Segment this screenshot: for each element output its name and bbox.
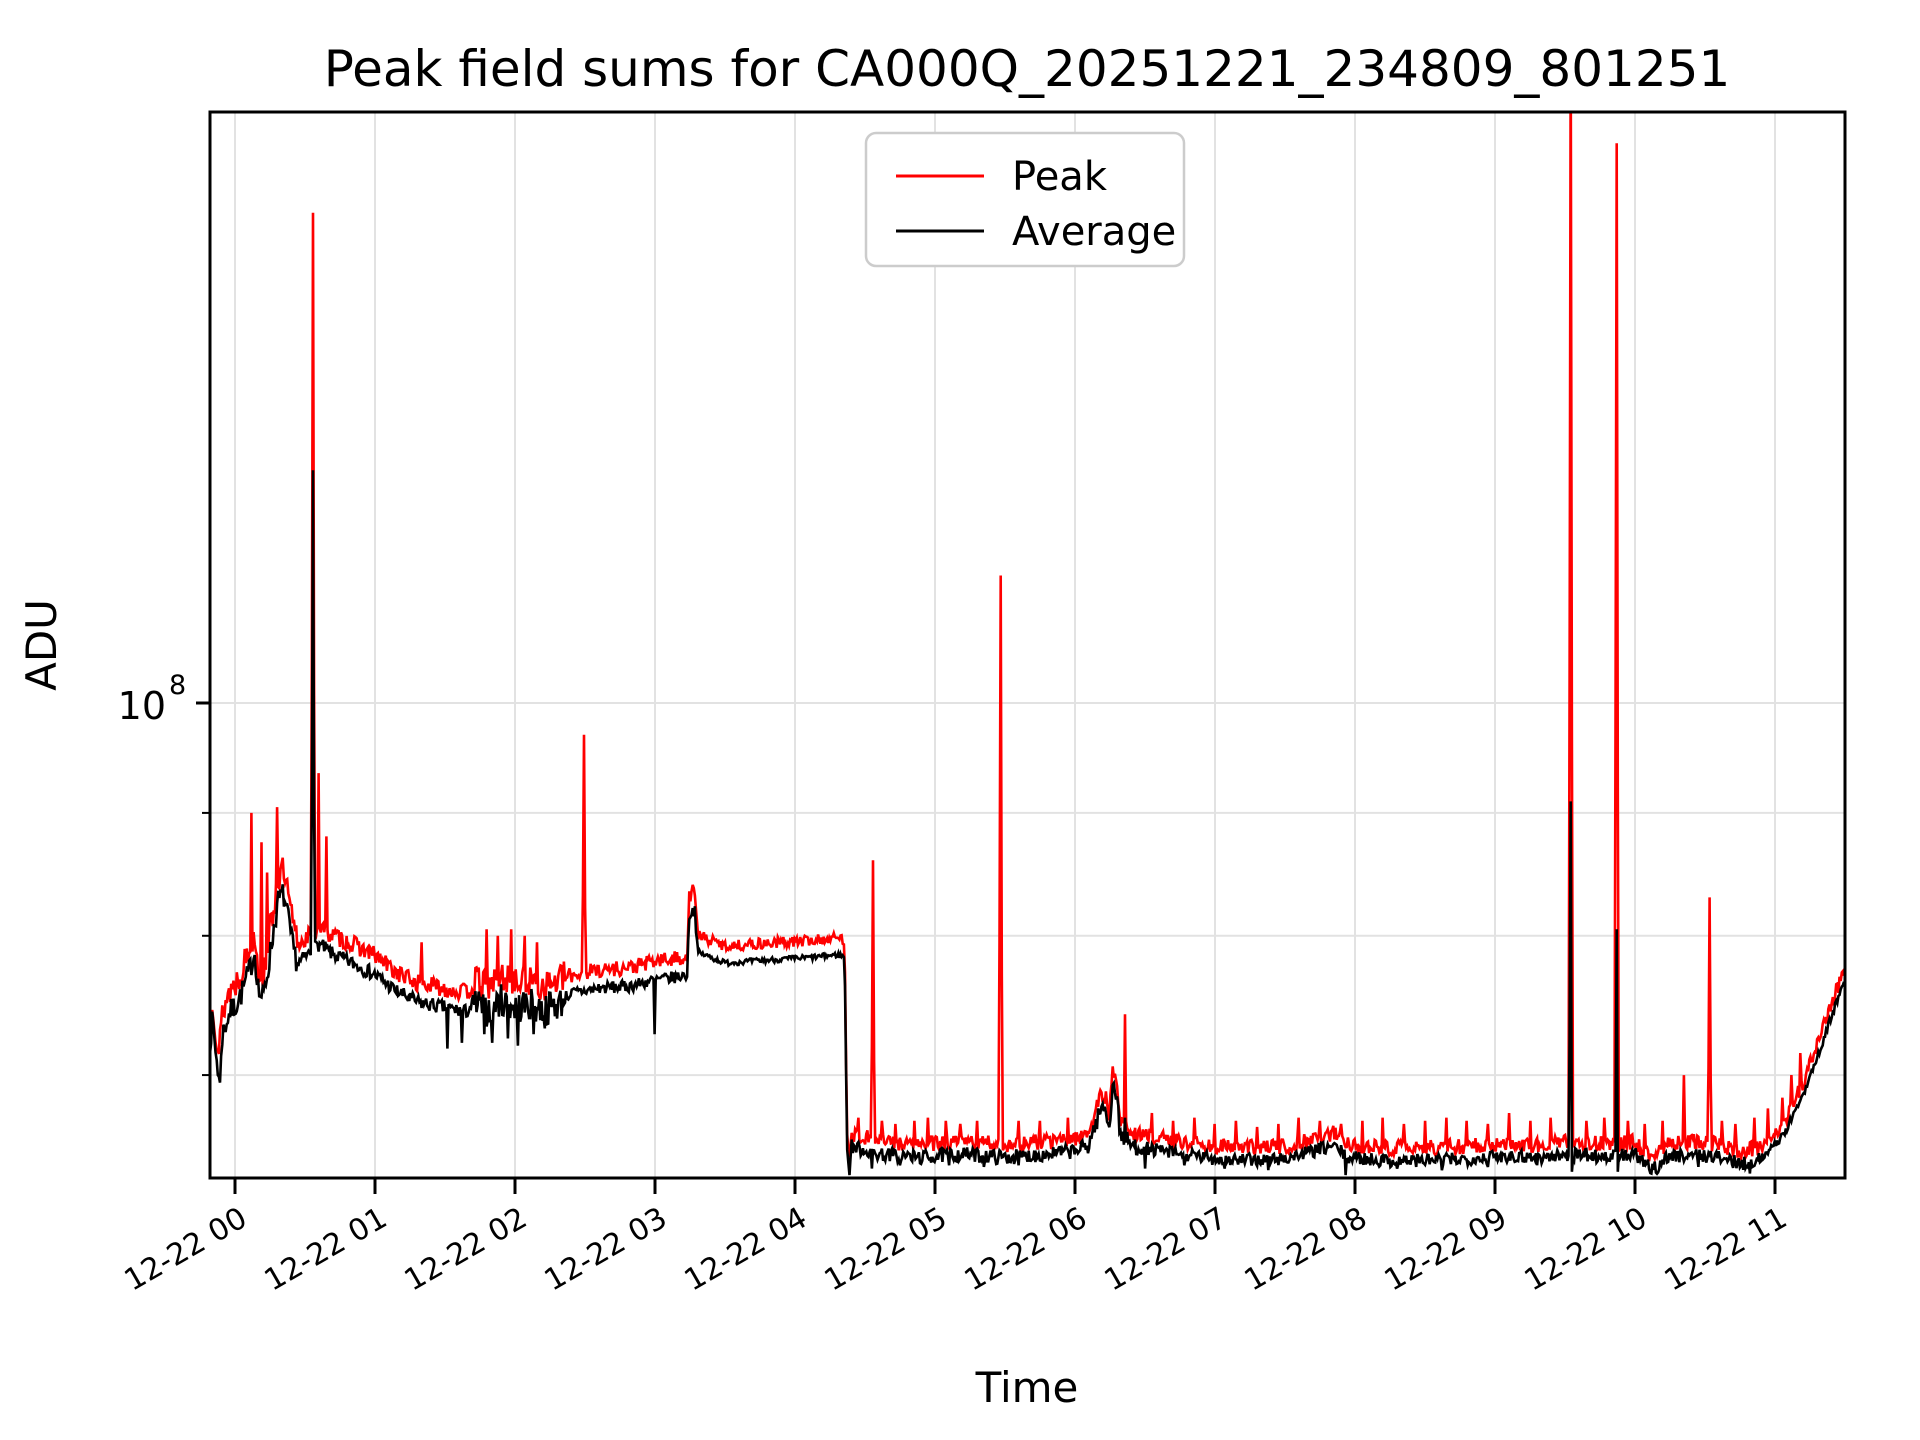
average-series [210, 470, 1845, 1176]
grid-layer [210, 112, 1845, 1178]
x-tick-label: 12-22 07 [1099, 1201, 1233, 1299]
tick-layer [196, 701, 1777, 1194]
x-tick-label: 12-22 09 [1379, 1201, 1513, 1299]
x-axis-label: Time [975, 1363, 1079, 1412]
x-tick-label: 12-22 06 [959, 1201, 1093, 1299]
peak-series [210, 112, 1845, 1164]
x-tick-label: 12-22 04 [679, 1201, 813, 1299]
x-tick-label: 12-22 02 [399, 1201, 533, 1299]
legend-average-label: Average [1012, 209, 1176, 255]
y-tick-label-exponent: 8 [169, 670, 186, 701]
x-tick-label: 12-22 05 [819, 1201, 953, 1299]
x-tick-label: 12-22 03 [539, 1201, 673, 1299]
x-tick-label: 12-22 01 [259, 1201, 393, 1299]
y-axis-label: ADU [17, 599, 66, 691]
x-tick-label: 12-22 00 [119, 1201, 253, 1299]
legend-peak-label: Peak [1012, 154, 1108, 200]
legend-box [864, 131, 1186, 268]
x-tick-label: 12-22 10 [1519, 1201, 1653, 1299]
legend: Peak Average [864, 131, 1186, 268]
x-tick-labels: 12-22 00 12-22 01 12-22 02 12-22 03 12-2… [119, 1201, 1793, 1299]
plot-border [208, 110, 1847, 1180]
x-tick-label: 12-22 11 [1659, 1201, 1793, 1299]
series-layer [210, 112, 1845, 1176]
x-tick-label: 12-22 08 [1239, 1201, 1373, 1299]
chart-title: Peak field sums for CA000Q_20251221_2348… [324, 40, 1731, 98]
y-tick-label-base: 10 [118, 684, 166, 728]
